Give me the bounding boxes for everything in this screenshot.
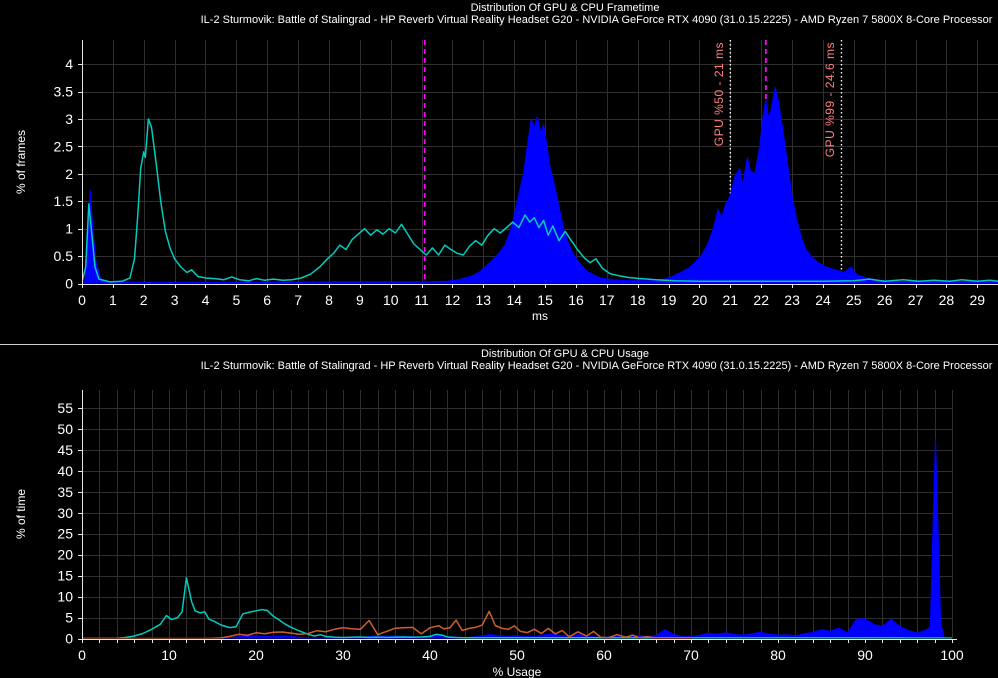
gridlines bbox=[82, 390, 953, 639]
x-tick-label: 15 bbox=[537, 292, 553, 308]
x-tick-label: 17 bbox=[599, 292, 615, 308]
series bbox=[82, 87, 998, 283]
x-tick-label: 4 bbox=[202, 292, 210, 308]
x-tick-label: 23 bbox=[784, 292, 800, 308]
y-tick-label: 50 bbox=[57, 421, 73, 437]
marker-label: GPU %50 - 21 ms bbox=[712, 42, 726, 146]
x-axis-title: % Usage bbox=[82, 665, 952, 678]
series-gpu-area bbox=[82, 439, 946, 639]
y-tick-label: 10 bbox=[57, 589, 73, 605]
chart-title: Distribution Of GPU & CPU Frametime bbox=[130, 2, 998, 14]
axes bbox=[82, 390, 957, 640]
y-tick-label: 4 bbox=[65, 56, 73, 72]
y-tick-label: 0.5 bbox=[54, 248, 74, 264]
y-tick-label: 0 bbox=[65, 631, 73, 647]
x-tick-label: 2 bbox=[140, 292, 148, 308]
x-tick-label: 10 bbox=[383, 292, 399, 308]
y-tick-label: 0 bbox=[65, 276, 73, 292]
y-tick-label: 3 bbox=[65, 111, 73, 127]
y-tick-label: 2 bbox=[65, 166, 73, 182]
x-tick-label: 14 bbox=[506, 292, 522, 308]
y-axis-title: % of time bbox=[14, 390, 30, 638]
x-tick-label: 70 bbox=[683, 647, 699, 663]
y-tick-label: 2.5 bbox=[54, 138, 74, 154]
x-tick-label: 22 bbox=[753, 292, 769, 308]
y-tick-label: 3.5 bbox=[54, 84, 74, 100]
x-tick-label: 26 bbox=[877, 292, 893, 308]
x-tick-label: 50 bbox=[509, 647, 525, 663]
x-tick-label: 8 bbox=[325, 292, 333, 308]
y-axis-title: % of frames bbox=[14, 40, 30, 283]
frametime-chart-canvas: 0123456789101112131415161718192021222324… bbox=[0, 0, 998, 344]
y-tick-label: 40 bbox=[57, 463, 73, 479]
x-tick-label: 24 bbox=[815, 292, 831, 308]
y-tick-label: 55 bbox=[57, 400, 73, 416]
x-tick-label: 7 bbox=[294, 292, 302, 308]
x-tick-label: 28 bbox=[939, 292, 955, 308]
frametime-chart-panel: 0123456789101112131415161718192021222324… bbox=[0, 0, 998, 344]
x-tick-label: 13 bbox=[476, 292, 492, 308]
x-tick-label: 40 bbox=[422, 647, 438, 663]
series-orange-line bbox=[82, 611, 691, 638]
x-tick-label: 19 bbox=[661, 292, 677, 308]
x-tick-label: 9 bbox=[356, 292, 364, 308]
y-tick-label: 45 bbox=[57, 442, 73, 458]
tick-labels: 0 10 20 30 40 50 60 70 80 90 100 0 5 10 15 20 25 30 35 40 45… bbox=[57, 400, 963, 663]
chart-subtitle: IL-2 Sturmovik: Battle of Stalingrad - H… bbox=[195, 14, 998, 26]
x-tick-label: 16 bbox=[568, 292, 584, 308]
y-tick-label: 1.5 bbox=[54, 193, 74, 209]
x-tick-label: 0 bbox=[78, 292, 86, 308]
x-tick-label: 12 bbox=[445, 292, 461, 308]
x-tick-label: 29 bbox=[970, 292, 986, 308]
x-tick-label: 21 bbox=[723, 292, 739, 308]
x-tick-label: 30 bbox=[335, 647, 351, 663]
x-tick-label: 10 bbox=[161, 647, 177, 663]
y-tick-label: 1 bbox=[65, 221, 73, 237]
usage-chart-panel: 0 10 20 30 40 50 60 70 80 90 100 0 5 10 15 20 25 30 35 40 45… bbox=[0, 345, 998, 678]
y-tick-label: 5 bbox=[65, 610, 73, 626]
y-tick-label: 20 bbox=[57, 547, 73, 563]
x-tick-label: 80 bbox=[770, 647, 786, 663]
usage-chart-canvas: 0 10 20 30 40 50 60 70 80 90 100 0 5 10 15 20 25 30 35 40 45… bbox=[0, 345, 998, 678]
x-tick-label: 60 bbox=[596, 647, 612, 663]
x-tick-label: 1 bbox=[109, 292, 117, 308]
x-tick-label: 20 bbox=[692, 292, 708, 308]
x-tick-label: 18 bbox=[630, 292, 646, 308]
y-tick-label: 30 bbox=[57, 505, 73, 521]
series-gpu-area bbox=[82, 87, 998, 283]
x-tick-label: 3 bbox=[171, 292, 179, 308]
marker-label: GPU %99 - 24.6 ms bbox=[823, 42, 837, 157]
x-axis-title: ms bbox=[82, 309, 998, 323]
x-tick-label: 25 bbox=[846, 292, 862, 308]
x-tick-label: 100 bbox=[940, 647, 964, 663]
y-tick-label: 15 bbox=[57, 568, 73, 584]
x-tick-label: 6 bbox=[263, 292, 271, 308]
x-tick-label: 5 bbox=[233, 292, 241, 308]
x-tick-label: 27 bbox=[908, 292, 924, 308]
x-tick-label: 11 bbox=[414, 292, 429, 308]
y-tick-label: 35 bbox=[57, 484, 73, 500]
x-tick-label: 20 bbox=[248, 647, 264, 663]
y-tick-label: 25 bbox=[57, 526, 73, 542]
chart-title: Distribution Of GPU & CPU Usage bbox=[130, 348, 998, 360]
x-tick-label: 90 bbox=[857, 647, 873, 663]
page-root: 0123456789101112131415161718192021222324… bbox=[0, 0, 998, 678]
chart-subtitle: IL-2 Sturmovik: Battle of Stalingrad - H… bbox=[195, 360, 998, 372]
tick-marks bbox=[78, 409, 953, 644]
x-tick-label: 0 bbox=[78, 647, 86, 663]
